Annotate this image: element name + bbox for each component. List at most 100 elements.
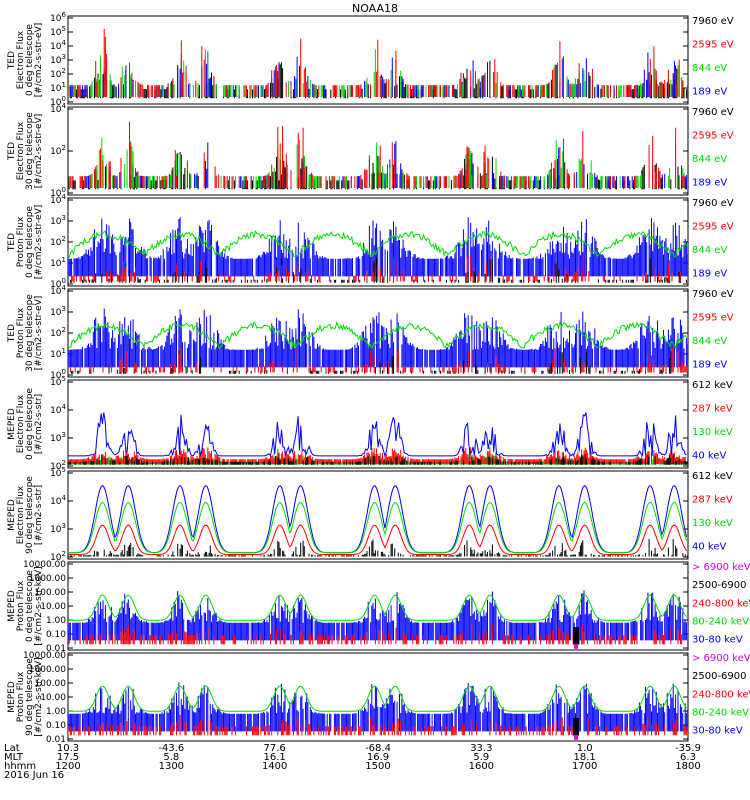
legend-entry: 2595 eV	[692, 131, 734, 142]
y-tick-label: 10.00	[40, 602, 66, 612]
legend-entry: 30-80 keV	[692, 635, 743, 646]
y-axis-label: TED	[7, 324, 17, 343]
series-80-240kev	[68, 594, 687, 621]
series-group	[68, 28, 688, 99]
legend-entry: 189 eV	[692, 87, 727, 98]
x-row-label: hhmm	[4, 761, 36, 772]
series-2500-6900kev	[573, 718, 580, 736]
y-axis-label: Proton Flux	[16, 671, 26, 722]
legend-entry: 2595 eV	[692, 222, 734, 233]
y-axis-label: [#/cm2-s-str-keV]	[34, 566, 44, 645]
y-axis-label: MEPED	[7, 408, 17, 440]
legend-entry: 80-240 keV	[692, 708, 749, 719]
y-axis-label: Electron Flux	[16, 394, 26, 453]
x-row-label: 2016 Jun 16	[4, 770, 64, 781]
y-tick-label: 10000.00	[23, 560, 66, 570]
legend-entry: 2500-6900	[692, 580, 747, 591]
legend-entry: 130 keV	[692, 518, 733, 529]
y-axis-label: Proton Flux	[16, 216, 26, 267]
legend-entry: 40 keV	[692, 451, 726, 462]
y-axis-label: [#/cm2-s-str-eV]	[34, 205, 44, 280]
x-tick-label: 1500	[365, 761, 390, 772]
x-row-label: MLT	[4, 752, 24, 763]
legend-entry: 189 eV	[692, 360, 727, 371]
legend-entry: 40 keV	[692, 542, 726, 553]
panel-meped-p-90: MEPED Proton Flux 90 deg telescope [#/cm2-s…	[7, 651, 750, 745]
legend-entry: 844 eV	[692, 336, 727, 347]
series-gt6900kev	[574, 643, 579, 649]
y-tick-label: 1000.00	[29, 574, 66, 584]
y-axis-label: MEPED	[7, 590, 17, 622]
x-tick-label: 77.6	[264, 743, 286, 754]
y-axis-label: TED	[7, 51, 17, 70]
y-axis-label: Proton Flux	[16, 307, 26, 358]
x-tick-label: 18.1	[574, 752, 596, 763]
panels: TED Electron Flux 0 deg telescope [#/cm2-s-…	[7, 11, 750, 745]
y-tick-label: 103	[50, 214, 66, 227]
panel-ted-e-30: TED Electron Flux 30 deg telescope [#/cm2-s…	[7, 102, 734, 199]
y-tick-label: 0.01	[46, 735, 66, 745]
legend-entry: 844 eV	[692, 245, 727, 256]
series-group	[68, 590, 688, 649]
y-tick-label: 102	[50, 144, 66, 157]
series-30-80kev	[68, 682, 688, 732]
series-group	[68, 121, 687, 190]
y-axis-label: Proton Flux	[16, 580, 26, 631]
y-tick-label: 102	[50, 326, 66, 339]
legend-entry: 287 keV	[692, 404, 733, 415]
legend-entry: 7960 eV	[692, 198, 734, 209]
y-tick-label: 104	[50, 39, 66, 52]
series-group	[68, 484, 688, 557]
y-axis-label: Electron Flux	[16, 485, 26, 544]
legend-entry: 130 keV	[692, 427, 733, 438]
y-tick-label: 104	[50, 403, 66, 416]
y-tick-label: 1000.00	[29, 665, 66, 675]
y-tick-label: 103	[50, 522, 66, 535]
legend-entry: 30-80 keV	[692, 726, 743, 737]
legend-entry: > 6900 keV	[692, 562, 750, 573]
y-tick-label: 1.00	[46, 616, 66, 626]
x-tick-label: 16.9	[367, 752, 389, 763]
x-tick-label: 1600	[469, 761, 494, 772]
panel-meped-e-0: MEPED Electron Flux 0 deg telescope [#/cm2-…	[7, 375, 733, 472]
series-130kev	[68, 501, 688, 554]
series-2595ev	[69, 347, 688, 373]
panel-ted-e-0: TED Electron Flux 0 deg telescope [#/cm2-s-…	[7, 11, 734, 108]
y-axis-label: [#/cm2-s-str-eV]	[34, 23, 44, 98]
series-844ev	[68, 229, 688, 259]
legend-entry: 2500-6900	[692, 671, 747, 682]
y-tick-label: 101	[50, 347, 66, 360]
y-axis-label: MEPED	[7, 681, 17, 713]
x-tick-label: -68.4	[365, 743, 391, 754]
legend-entry: 240-800 keV	[692, 598, 750, 609]
x-tick-label: 16.1	[264, 752, 286, 763]
series-612kev	[68, 538, 688, 557]
panel-meped-p-0: MEPED Proton Flux 0 deg telescope [#/cm2-s-…	[7, 560, 750, 654]
legend-entry: 240-800 keV	[692, 689, 750, 700]
y-tick-label: 101	[50, 256, 66, 269]
x-tick-label: 5.9	[473, 752, 489, 763]
y-axis-label: 0 deg telescope	[25, 206, 35, 278]
y-axis-label: 0 deg telescope	[25, 570, 35, 642]
x-tick-label: 5.8	[163, 752, 179, 763]
y-axis-label: [#/cm2-s-str-keV]	[34, 657, 44, 736]
y-axis-label: TED	[7, 233, 17, 252]
x-tick-label: 10.3	[57, 743, 79, 754]
legend-entry: 7960 eV	[692, 107, 734, 118]
y-axis-label: 90 deg telescope	[25, 658, 35, 736]
y-tick-label: 100.00	[35, 588, 67, 598]
y-tick-label: 103	[50, 53, 66, 66]
series-80-240kev	[68, 685, 687, 712]
series-189ev	[68, 217, 688, 277]
y-tick-label: 1.00	[46, 707, 66, 717]
y-tick-label: 104	[50, 494, 66, 507]
y-tick-label: 102	[50, 67, 66, 80]
series-2595ev	[69, 121, 685, 188]
legend-entry: 189 eV	[692, 178, 727, 189]
y-axis-label: 30 deg telescope	[25, 112, 35, 190]
series-group	[68, 308, 688, 374]
y-axis-label: Electron Flux	[16, 121, 26, 180]
series-189ev	[68, 308, 688, 368]
x-tick-label: 6.3	[680, 752, 696, 763]
